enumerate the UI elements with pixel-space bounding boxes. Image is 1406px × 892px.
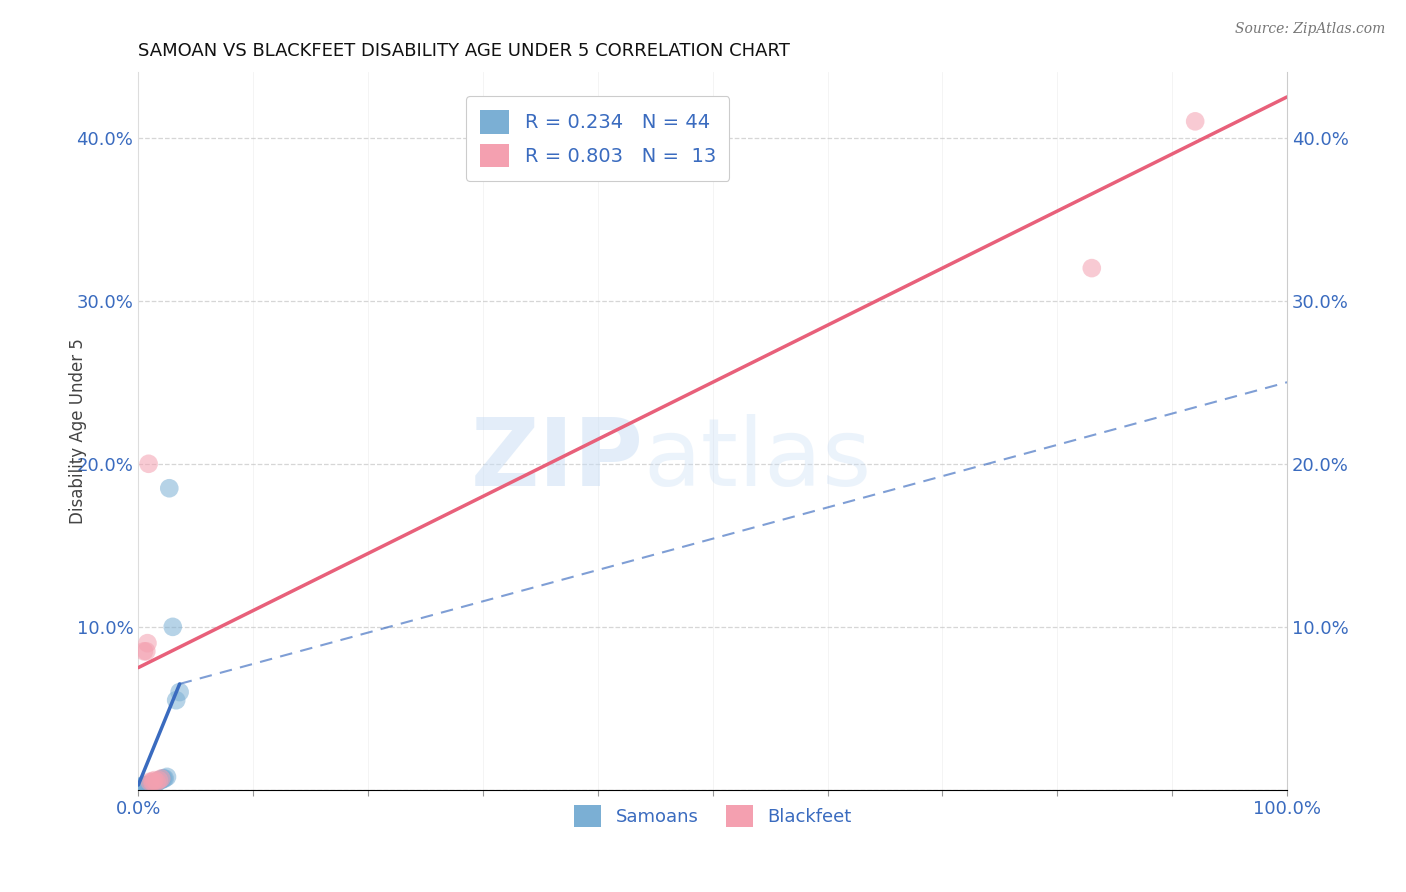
Point	[139, 780, 162, 794]
Point	[136, 636, 159, 650]
Point	[152, 772, 174, 786]
Point	[138, 778, 160, 792]
Point	[1081, 261, 1104, 276]
Point	[145, 776, 167, 790]
Point	[145, 774, 167, 789]
Point	[132, 644, 155, 658]
Legend: Samoans, Blackfeet: Samoans, Blackfeet	[567, 798, 859, 835]
Text: SAMOAN VS BLACKFEET DISABILITY AGE UNDER 5 CORRELATION CHART: SAMOAN VS BLACKFEET DISABILITY AGE UNDER…	[138, 42, 790, 60]
Point	[135, 780, 157, 794]
Point	[150, 772, 173, 786]
Point	[128, 781, 150, 796]
Point	[132, 781, 155, 796]
Point	[165, 693, 187, 707]
Point	[139, 778, 162, 792]
Point	[142, 778, 165, 792]
Point	[132, 780, 155, 794]
Point	[136, 778, 159, 792]
Point	[152, 772, 174, 786]
Point	[139, 774, 162, 789]
Point	[131, 780, 153, 794]
Point	[129, 780, 152, 794]
Point	[149, 773, 172, 788]
Point	[146, 774, 169, 789]
Point	[142, 776, 165, 790]
Point	[157, 481, 180, 495]
Point	[136, 781, 159, 796]
Point	[135, 644, 157, 658]
Point	[128, 781, 150, 796]
Point	[138, 780, 160, 794]
Point	[132, 780, 155, 794]
Text: Source: ZipAtlas.com: Source: ZipAtlas.com	[1234, 22, 1385, 37]
Text: ZIP: ZIP	[471, 414, 644, 506]
Point	[150, 773, 173, 788]
Point	[131, 781, 153, 796]
Text: atlas: atlas	[644, 414, 872, 506]
Point	[141, 774, 163, 789]
Point	[131, 781, 153, 796]
Point	[136, 780, 159, 794]
Point	[148, 773, 170, 788]
Point	[141, 778, 163, 792]
Point	[129, 781, 152, 796]
Point	[153, 772, 176, 786]
Point	[134, 781, 156, 796]
Point	[143, 776, 166, 790]
Point	[138, 457, 160, 471]
Point	[134, 778, 156, 792]
Point	[132, 778, 155, 792]
Point	[139, 778, 162, 792]
Point	[142, 774, 165, 789]
Point	[162, 620, 184, 634]
Y-axis label: Disability Age Under 5: Disability Age Under 5	[69, 338, 87, 524]
Point	[169, 685, 191, 699]
Point	[135, 781, 157, 796]
Point	[145, 774, 167, 789]
Point	[1184, 114, 1206, 128]
Point	[139, 780, 162, 794]
Point	[134, 780, 156, 794]
Point	[132, 781, 155, 796]
Point	[156, 770, 179, 784]
Point	[143, 773, 166, 788]
Point	[148, 773, 170, 788]
